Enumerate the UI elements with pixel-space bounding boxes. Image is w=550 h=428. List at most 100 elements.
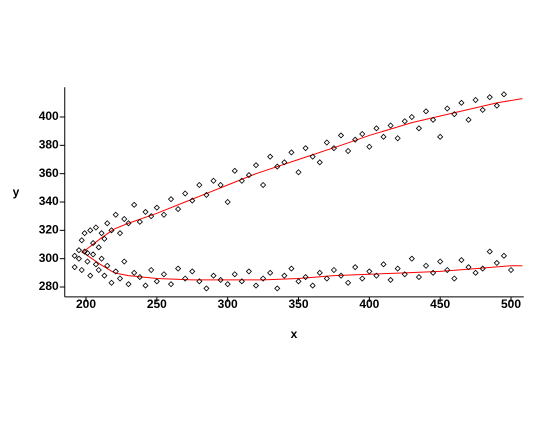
point [444, 105, 451, 112]
point [196, 278, 203, 285]
point [182, 190, 189, 197]
point [90, 240, 97, 247]
point [78, 237, 85, 244]
x-tick-label: 450 [430, 297, 450, 311]
point [189, 197, 196, 204]
y-tick-label: 380 [39, 138, 59, 152]
point [160, 271, 167, 278]
point [167, 196, 175, 203]
point [121, 258, 128, 265]
point [458, 99, 465, 106]
point [465, 116, 472, 123]
point [75, 255, 82, 262]
point [98, 255, 105, 262]
point [131, 269, 138, 276]
point [352, 264, 359, 271]
point [288, 149, 295, 156]
point [472, 269, 479, 276]
x-tick-label: 200 [76, 297, 96, 311]
point [104, 220, 111, 227]
point [366, 143, 373, 150]
point [479, 106, 486, 113]
point [116, 275, 124, 282]
point [444, 266, 451, 274]
point [125, 281, 132, 288]
point [401, 118, 408, 125]
point [71, 264, 78, 271]
point [252, 282, 260, 289]
point [238, 177, 245, 184]
point [352, 136, 359, 143]
point [210, 177, 217, 184]
point [125, 220, 132, 227]
point [231, 271, 238, 278]
point [408, 113, 415, 121]
x-axis-label: x [291, 327, 298, 341]
point [337, 272, 345, 279]
x-tick-label: 350 [288, 297, 308, 311]
point [231, 167, 238, 174]
point [217, 181, 224, 189]
point [373, 272, 380, 279]
point [345, 279, 352, 286]
point [210, 272, 217, 279]
point [84, 258, 91, 265]
point [316, 269, 323, 276]
point [108, 227, 115, 234]
point [160, 211, 167, 218]
point [330, 145, 337, 152]
y-tick-label: 320 [39, 223, 59, 237]
point [260, 275, 267, 282]
point [101, 235, 108, 242]
point [238, 278, 245, 285]
point [281, 272, 288, 279]
point [203, 191, 210, 198]
point [451, 111, 458, 118]
y-tick-label: 340 [39, 194, 59, 208]
point [437, 258, 444, 265]
point [75, 247, 82, 254]
point [415, 125, 422, 132]
point [224, 198, 231, 206]
x-tick-label: 250 [147, 297, 167, 311]
point [153, 278, 160, 285]
point [81, 230, 88, 237]
point [281, 159, 288, 166]
point [288, 265, 295, 272]
point [359, 130, 366, 138]
point [148, 213, 155, 220]
point [245, 268, 252, 275]
point [387, 122, 394, 129]
point [112, 268, 119, 275]
point [121, 215, 128, 223]
point [309, 153, 316, 160]
point [430, 269, 437, 276]
point [84, 249, 91, 257]
x-tick-label: 300 [218, 297, 238, 311]
point [274, 163, 281, 170]
point [95, 266, 102, 274]
point [92, 224, 99, 231]
point [98, 230, 105, 237]
point [295, 169, 302, 176]
point [337, 132, 345, 139]
point [302, 274, 309, 281]
point [500, 91, 507, 98]
point [87, 227, 94, 234]
point [108, 279, 115, 286]
point [422, 262, 430, 269]
point [437, 133, 444, 140]
point [224, 281, 231, 288]
point [380, 133, 387, 140]
point [479, 265, 486, 272]
point [408, 255, 415, 262]
point [330, 266, 337, 274]
point [175, 265, 182, 272]
point [493, 102, 500, 109]
y-tick-label: 300 [39, 251, 59, 265]
point [167, 281, 175, 288]
point [507, 266, 515, 274]
fit-curve [81, 98, 523, 254]
y-tick-label: 280 [39, 279, 59, 293]
point [493, 259, 500, 266]
